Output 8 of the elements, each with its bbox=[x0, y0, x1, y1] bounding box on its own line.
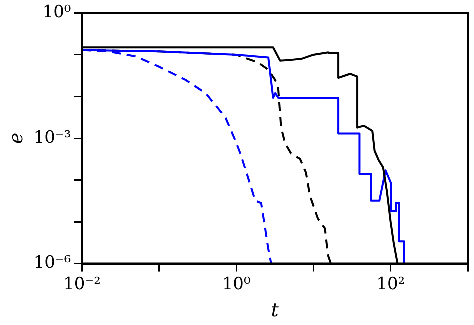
y-axis-title: e bbox=[5, 132, 28, 144]
x-tick-label: 10⁻² bbox=[64, 274, 101, 294]
y-tick-label: 10⁻³ bbox=[34, 128, 72, 148]
y-tick-label: 10⁻⁶ bbox=[34, 253, 72, 274]
x-axis-title: t bbox=[271, 300, 280, 322]
y-tick-label: 10⁰ bbox=[42, 2, 72, 23]
x-tick-label: 10² bbox=[376, 274, 406, 294]
x-tick-label: 10⁰ bbox=[222, 274, 251, 294]
